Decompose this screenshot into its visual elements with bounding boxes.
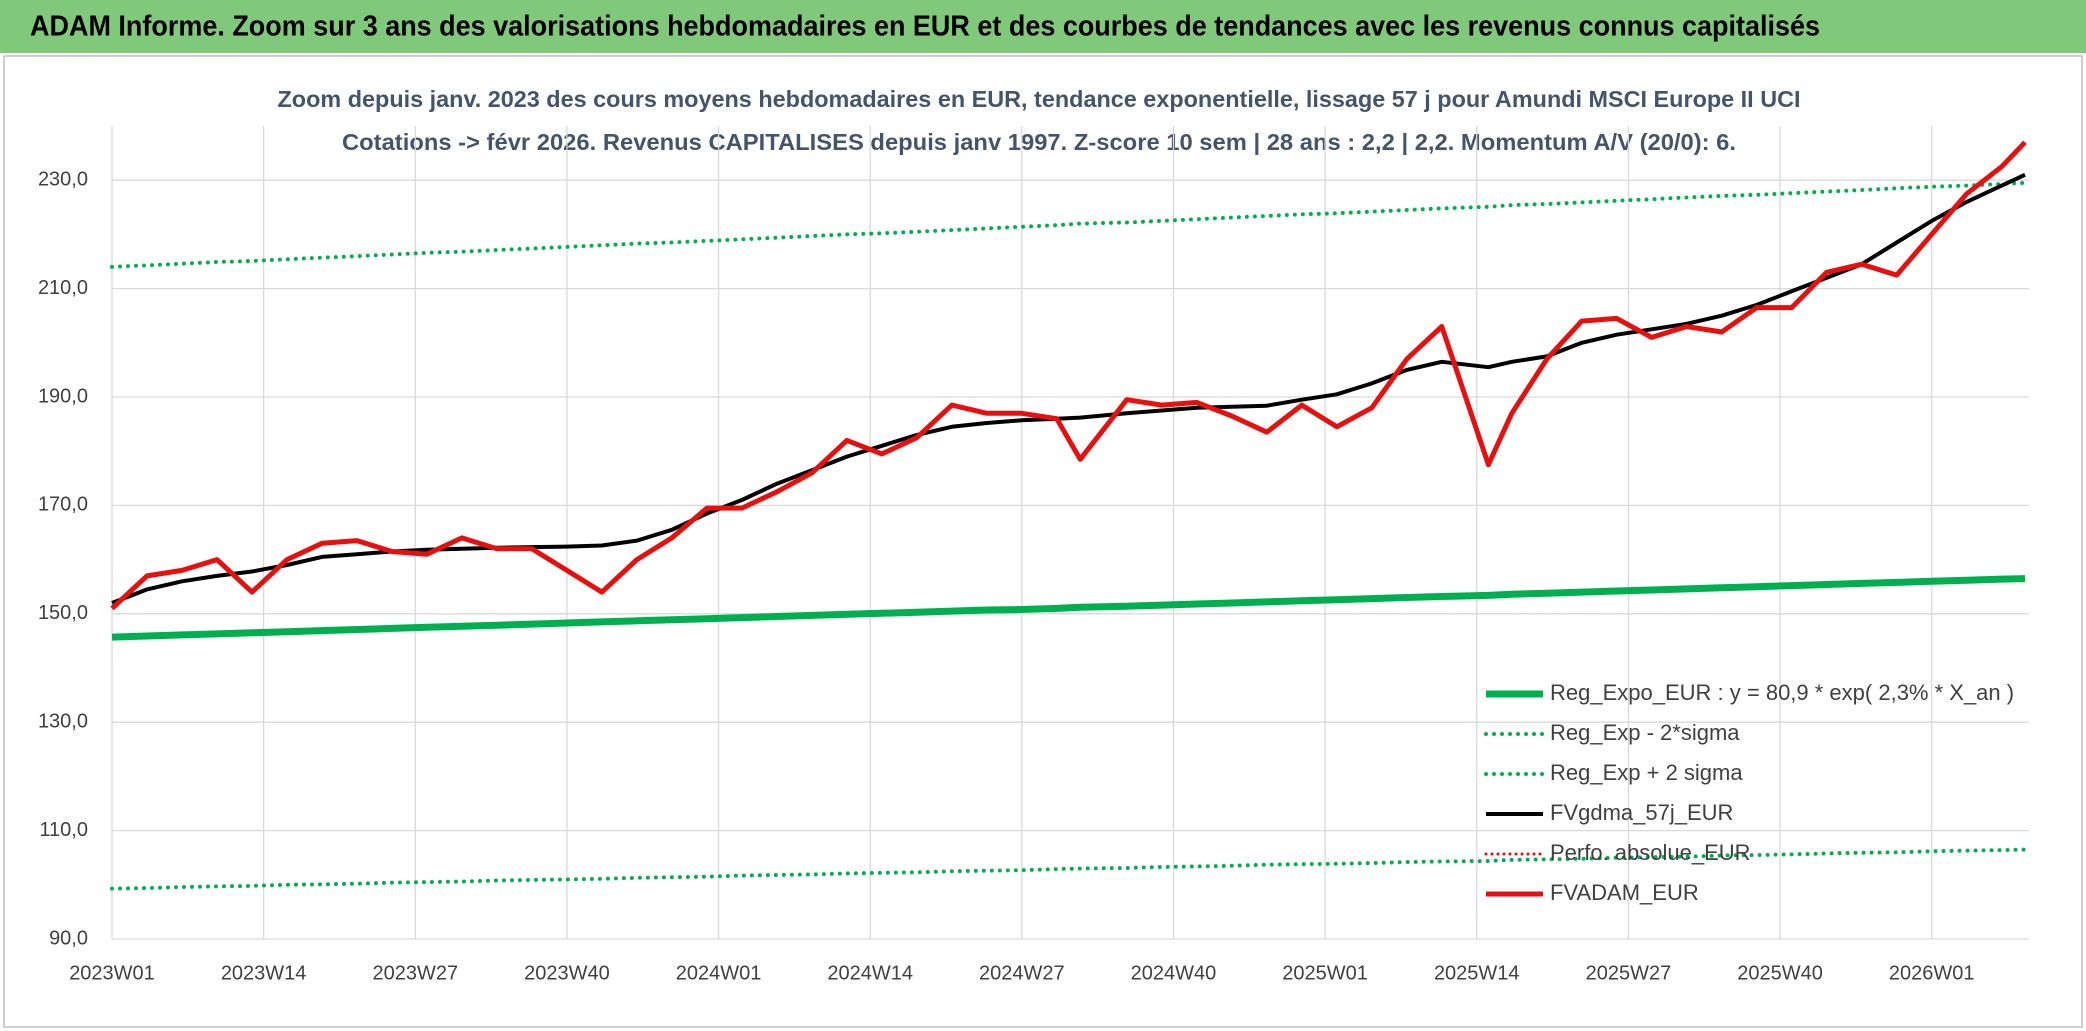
x-tick-label: 2025W01 [1282,962,1368,984]
x-tick-label: 2023W01 [69,962,155,984]
legend-label: FVADAM_EUR [1550,880,1699,905]
legend-label: FVgdma_57j_EUR [1550,800,1733,825]
x-tick-label: 2023W40 [524,962,610,984]
legend-label: Reg_Exp + 2 sigma [1550,760,1743,785]
x-tick-label: 2025W27 [1586,962,1672,984]
x-tick-label: 2026W01 [1889,962,1975,984]
x-tick-label: 2024W14 [827,962,913,984]
x-tick-label: 2024W40 [1131,962,1217,984]
y-tick-label: 190,0 [38,385,88,407]
y-tick-label: 210,0 [38,277,88,299]
x-tick-label: 2025W40 [1737,962,1823,984]
chart-frame [3,55,2083,1028]
x-tick-label: 2024W01 [676,962,762,984]
x-tick-label: 2025W14 [1434,962,1520,984]
y-tick-label: 110,0 [39,819,88,841]
series-line [110,140,2027,611]
y-tick-label: 130,0 [38,710,88,732]
x-tick-label: 2024W27 [979,962,1065,984]
chart-subtitle: Zoom depuis janv. 2023 des cours moyens … [278,86,1801,112]
chart-subtitle: Cotations -> févr 2026. Revenus CAPITALI… [342,129,1736,155]
y-tick-label: 150,0 [38,602,88,624]
legend-label: Reg_Exp - 2*sigma [1550,720,1740,745]
x-tick-label: 2023W14 [221,962,307,984]
y-tick-label: 170,0 [38,494,88,516]
title-bar [0,0,2086,53]
y-tick-label: 90,0 [49,927,88,949]
chart-title: ADAM Informe. Zoom sur 3 ans des valoris… [30,11,1820,43]
x-tick-label: 2023W27 [372,962,458,984]
series-line [110,180,2027,269]
y-tick-label: 230,0 [38,168,88,190]
series-line [111,575,2026,641]
series-line [110,847,2027,891]
legend-label: Reg_Expo_EUR : y = 80,9 * exp( 2,3% * X_… [1550,680,2014,705]
legend-label: Perfo. absolue_EUR [1550,840,1751,865]
